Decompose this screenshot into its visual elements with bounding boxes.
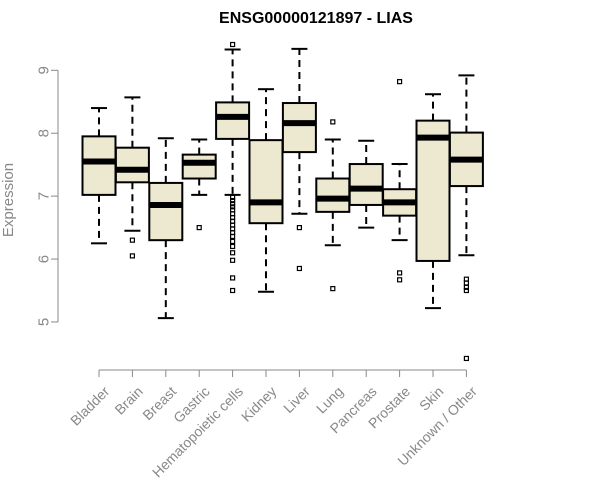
outlier-point <box>129 237 135 243</box>
outlier-point <box>463 287 469 294</box>
outlier-point <box>230 233 236 239</box>
box-iqr <box>248 139 284 225</box>
y-tick-label: 8 <box>36 129 53 137</box>
outlier-point <box>463 284 469 290</box>
x-tick-label: Kidney <box>238 383 280 425</box>
outlier-point <box>230 243 236 250</box>
outlier-point <box>296 265 302 272</box>
y-tick-label: 5 <box>36 318 53 326</box>
outlier-point <box>230 197 236 204</box>
y-tick-label: 9 <box>36 66 53 74</box>
outlier-point <box>296 224 302 231</box>
outlier-point <box>230 257 236 263</box>
box-iqr <box>415 119 451 262</box>
box-iqr <box>281 102 317 154</box>
y-axis: 5 6 7 8 9 <box>36 66 59 326</box>
outlier-point <box>463 355 469 362</box>
box-group <box>382 79 418 283</box>
x-tick-label: Bladder <box>67 383 113 429</box>
outlier-point <box>230 275 236 281</box>
box-iqr <box>148 181 184 242</box>
outlier-point <box>397 277 403 283</box>
outlier-point <box>230 201 236 207</box>
box-group <box>114 96 150 259</box>
outlier-point <box>129 253 135 259</box>
box-group <box>448 74 484 362</box>
box-series <box>81 41 484 362</box>
outlier-point <box>230 287 236 294</box>
box-iqr <box>315 177 351 213</box>
outlier-point <box>397 79 403 85</box>
outlier-point <box>230 250 236 256</box>
outlier-point <box>230 204 236 210</box>
outlier-point <box>196 224 202 231</box>
outlier-point <box>330 286 336 292</box>
box-iqr <box>181 153 217 180</box>
box-group <box>281 47 317 272</box>
box-group <box>315 119 351 292</box>
outlier-point <box>230 194 236 200</box>
box-iqr <box>215 101 251 140</box>
box-iqr <box>81 135 117 196</box>
box-group <box>415 93 451 310</box>
y-tick-label: 6 <box>36 255 53 263</box>
y-axis-label: Expression <box>0 163 17 237</box>
outlier-point <box>397 270 403 276</box>
box-group <box>215 41 251 294</box>
box-iqr <box>348 163 384 206</box>
y-tick-label: 7 <box>36 192 53 200</box>
chart-title: ENSG00000121897 - LIAS <box>219 10 413 27</box>
box-group <box>348 139 384 229</box>
box-group <box>248 88 284 293</box>
box-iqr <box>114 146 150 184</box>
x-tick-label: Liver <box>280 383 313 416</box>
outlier-point <box>230 41 236 48</box>
box-group <box>148 137 184 320</box>
box-group <box>81 107 117 245</box>
box-group <box>181 138 217 231</box>
outlier-point <box>330 119 336 125</box>
outlier-point <box>230 238 236 245</box>
